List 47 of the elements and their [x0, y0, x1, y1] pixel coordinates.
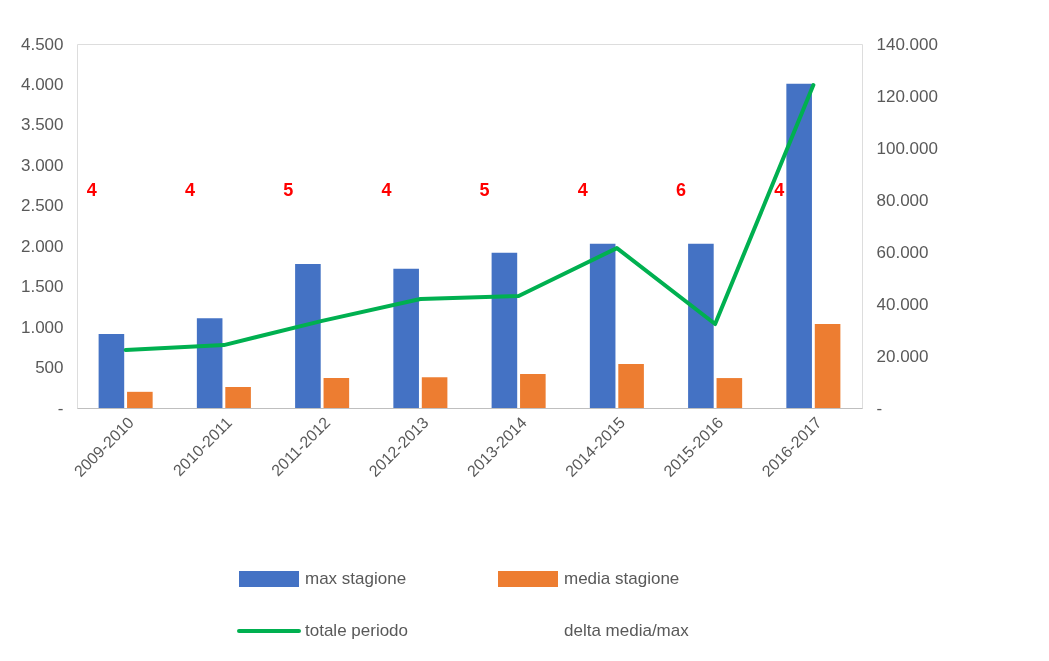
- annotation: 4: [184, 180, 195, 200]
- bar: [688, 243, 714, 408]
- y-tick-label: 2.000: [20, 236, 64, 256]
- bar: [98, 333, 125, 408]
- annotation: 5: [283, 180, 294, 200]
- bar: [196, 318, 223, 408]
- y2-tick-label: 140.000: [876, 34, 938, 54]
- y2-tick-label: 40.000: [876, 294, 929, 314]
- y2-tick-label: 60.000: [876, 242, 929, 262]
- annotation: 6: [676, 180, 687, 200]
- bar: [225, 386, 251, 408]
- bar: [520, 374, 546, 408]
- line-series: [123, 83, 816, 353]
- bar: [295, 264, 321, 408]
- y-tick-label: 2.500: [20, 196, 64, 216]
- y2-tick-label: 20.000: [876, 346, 929, 366]
- y-tick-label: 1.500: [20, 277, 64, 297]
- bar: [716, 378, 743, 408]
- bar: [589, 243, 616, 408]
- bar: [491, 252, 518, 408]
- bar: [421, 377, 448, 408]
- y2-tick-label: 120.000: [876, 86, 938, 106]
- y-tick-label: 4.500: [20, 34, 64, 54]
- y-tick-label: 1.000: [20, 317, 64, 337]
- legend-label: max stagione: [305, 569, 407, 588]
- y-tick-label: 3.500: [20, 115, 64, 135]
- y-tick-label: 500: [35, 358, 64, 378]
- text: delta media/max: [564, 621, 690, 640]
- y2-tick-label: -: [876, 398, 883, 418]
- bar: [786, 83, 812, 408]
- y-tick-label: 4.000: [20, 74, 64, 94]
- bar: [323, 378, 350, 408]
- annotation: 4: [86, 180, 97, 200]
- y-tick-label: 3.000: [20, 155, 64, 175]
- bar: [127, 391, 153, 408]
- y2-tick-label: 100.000: [876, 138, 938, 158]
- annotation: 4: [381, 180, 392, 200]
- bar: [393, 268, 419, 408]
- y2-tick-label: 80.000: [876, 190, 929, 210]
- y-tick-label: -: [57, 398, 64, 418]
- legend-label: media stagione: [564, 569, 680, 588]
- annotation: 4: [774, 180, 785, 200]
- bar: [814, 323, 841, 408]
- bar: [618, 363, 644, 408]
- annotation: 5: [479, 180, 490, 200]
- legend-label: totale periodo: [305, 621, 409, 640]
- annotation: 4: [577, 180, 588, 200]
